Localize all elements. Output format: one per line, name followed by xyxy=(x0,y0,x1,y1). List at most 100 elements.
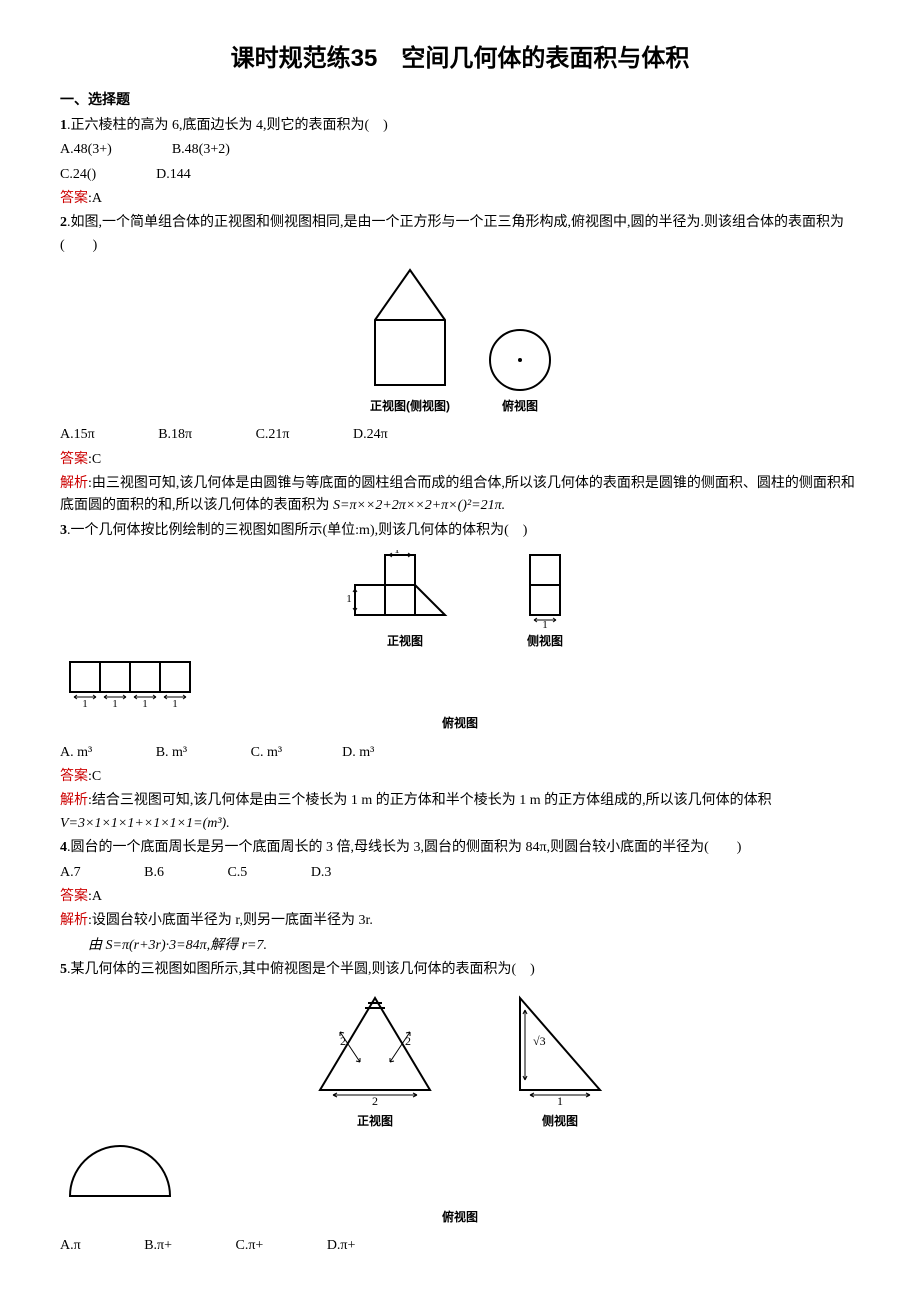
q4-ans-label: 答案 xyxy=(60,889,88,904)
q1-answer: 答案:A xyxy=(60,188,860,210)
q2-ans: :C xyxy=(88,452,101,467)
q3-text: .一个几何体按比例绘制的三视图如图所示(单位:m),则该几何体的体积为( ) xyxy=(67,523,527,538)
q2-options: A.15π B.18π C.21π D.24π xyxy=(60,427,448,442)
q3-num: 3 xyxy=(60,523,67,538)
q5-optB: B.π+ xyxy=(144,1238,172,1253)
q3-top-view: 1 1 1 1 俯视图 xyxy=(60,657,860,733)
q1-text: .正六棱柱的高为 6,底面边长为 4,则它的表面积为( ) xyxy=(67,118,388,133)
q2-num: 2 xyxy=(60,215,67,230)
q3-cap3: 俯视图 xyxy=(60,714,860,733)
q5-optA: A.π xyxy=(60,1238,81,1253)
side-view-icon: 1 xyxy=(515,550,575,630)
q5-cap2: 侧视图 xyxy=(505,1112,615,1131)
q3-answer: 答案:C xyxy=(60,766,860,788)
q4-options: A.7 B.6 C.5 D.3 xyxy=(60,865,331,880)
q5-optC: C.π+ xyxy=(236,1238,264,1253)
question-5: 5.某几何体的三视图如图所示,其中俯视图是个半圆,则该几何体的表面积为( ​) xyxy=(60,959,860,981)
q5-front-view: 2 2 2 正视图 xyxy=(305,990,445,1131)
q5-options: A.π B.π+ C.π+ D.π+ xyxy=(60,1238,355,1253)
q1-optD: D.144 xyxy=(156,164,191,186)
q1-options2: C.24() D.144 xyxy=(60,164,860,186)
q4-optD: D.3 xyxy=(311,865,332,880)
q3-optC: C. m³ xyxy=(251,745,282,760)
q3-front-view: 1 1 正视图 xyxy=(345,550,465,651)
svg-text:1: 1 xyxy=(346,593,352,605)
q2-answer: 答案:C xyxy=(60,449,860,471)
q1-num: 1 xyxy=(60,118,67,133)
q5-cap3: 俯视图 xyxy=(60,1208,860,1227)
q5-side-view: √3 1 侧视图 xyxy=(505,990,615,1131)
q4-exp2: 由 S=π(r+3r)·3=84π,解得 r=7. xyxy=(88,938,267,953)
q2-optD: D.24π xyxy=(353,427,388,442)
svg-text:1: 1 xyxy=(82,698,88,710)
page-title: 课时规范练35 空间几何体的表面积与体积 xyxy=(60,40,860,78)
q2-top-view: 俯视图 xyxy=(485,325,555,416)
q4-num: 4 xyxy=(60,840,67,855)
q2-optA: A.15π xyxy=(60,427,95,442)
top-view-icon: 1 1 1 1 xyxy=(60,657,200,712)
q2-exp-label: 解析 xyxy=(60,476,88,491)
question-2: 2.如图,一个简单组合体的正视图和侧视图相同,是由一个正方形与一个正三角形构成,… xyxy=(60,212,860,257)
section-heading: 一、选择题 xyxy=(60,88,860,110)
q3-ans: :C xyxy=(88,769,101,784)
q3-optD: D. m³ xyxy=(342,745,374,760)
q3-options: A. m³ B. m³ C. m³ D. m³ xyxy=(60,745,434,760)
q2-optC: C.21π xyxy=(256,427,290,442)
q3-exp-label: 解析 xyxy=(60,793,88,808)
q5-figure: 2 2 2 正视图 √3 1 侧视图 xyxy=(60,990,860,1227)
q4-exp-label: 解析 xyxy=(60,913,88,928)
q2-optB: B.18π xyxy=(158,427,192,442)
q4-optB: B.6 xyxy=(144,865,164,880)
q1-optA: A.48(3+) xyxy=(60,139,112,161)
q1-options: A.48(3+) B.48(3+2) xyxy=(60,139,860,161)
front-view-icon: 1 1 xyxy=(345,550,465,630)
q3-optA: A. m³ xyxy=(60,745,92,760)
triangle-front-icon: 2 2 2 xyxy=(305,990,445,1110)
q5-optD: D.π+ xyxy=(327,1238,356,1253)
q1-optC: C.24() xyxy=(60,164,96,186)
q2-front-view: 正视图(侧视图) xyxy=(365,265,455,416)
q3-explanation: 解析:结合三视图可知,该几何体是由三个棱长为 1 m 的正方体和半个棱长为 1 … xyxy=(60,790,860,835)
svg-text:1: 1 xyxy=(172,698,178,710)
svg-text:1: 1 xyxy=(142,698,148,710)
q3-ans-label: 答案 xyxy=(60,769,88,784)
q3-exp: :结合三视图可知,该几何体是由三个棱长为 1 m 的正方体和半个棱长为 1 m … xyxy=(88,793,772,808)
svg-text:√3: √3 xyxy=(533,1034,546,1048)
q4-exp1: :设圆台较小底面半径为 r,则另一底面半径为 3r. xyxy=(88,913,373,928)
svg-text:1: 1 xyxy=(112,698,118,710)
svg-text:1: 1 xyxy=(542,619,548,630)
q3-side-view: 1 侧视图 xyxy=(515,550,575,651)
q5-cap1: 正视图 xyxy=(305,1112,445,1131)
svg-text:1: 1 xyxy=(557,1094,563,1108)
question-3: 3.一个几何体按比例绘制的三视图如图所示(单位:m),则该几何体的体积为( ) xyxy=(60,520,860,542)
pentagon-icon xyxy=(365,265,455,395)
q4-explanation: 解析:设圆台较小底面半径为 r,则另一底面半径为 3r. xyxy=(60,910,860,932)
q3-cap2: 侧视图 xyxy=(515,632,575,651)
triangle-side-icon: √3 1 xyxy=(505,990,615,1110)
q3-optB: B. m³ xyxy=(156,745,187,760)
q5-text: .某几何体的三视图如图所示,其中俯视图是个半圆,则该几何体的表面积为( ​) xyxy=(67,962,535,977)
q4-explanation2: 由 S=π(r+3r)·3=84π,解得 r=7. xyxy=(60,935,860,957)
q3-formula: V=3×1×1×1+×1×1×1=(m³). xyxy=(60,816,230,831)
semicircle-icon xyxy=(60,1141,180,1206)
q2-text: .如图,一个简单组合体的正视图和侧视图相同,是由一个正方形与一个正三角形构成,俯… xyxy=(60,215,844,252)
q1-ans: :A xyxy=(88,191,102,206)
svg-text:2: 2 xyxy=(405,1034,411,1048)
q1-ans-label: 答案 xyxy=(60,191,88,206)
question-4: 4.圆台的一个底面周长是另一个底面周长的 3 倍,母线长为 3,圆台的侧面积为 … xyxy=(60,837,860,859)
q4-ans: :A xyxy=(88,889,102,904)
q4-text: .圆台的一个底面周长是另一个底面周长的 3 倍,母线长为 3,圆台的侧面积为 8… xyxy=(67,840,741,855)
q2-cap1: 正视图(侧视图) xyxy=(365,397,455,416)
q4-answer: 答案:A xyxy=(60,886,860,908)
q2-explanation: 解析:由三视图可知,该几何体是由圆锥与等底面的圆柱组合而成的组合体,所以该几何体… xyxy=(60,473,860,518)
q3-cap1: 正视图 xyxy=(345,632,465,651)
q1-optB: B.48(3+2) xyxy=(172,139,230,161)
q2-formula: S=π××2+2π××2+π×()²=21π. xyxy=(333,498,505,513)
q4-optC: C.5 xyxy=(227,865,247,880)
q2-figure: 正视图(侧视图) 俯视图 xyxy=(60,265,860,416)
q5-num: 5 xyxy=(60,962,67,977)
q4-optA: A.7 xyxy=(60,865,81,880)
svg-text:2: 2 xyxy=(372,1094,378,1108)
q3-figure: 1 1 正视图 1 侧视图 1 xyxy=(60,550,860,733)
q5-top-view: 俯视图 xyxy=(60,1141,860,1227)
